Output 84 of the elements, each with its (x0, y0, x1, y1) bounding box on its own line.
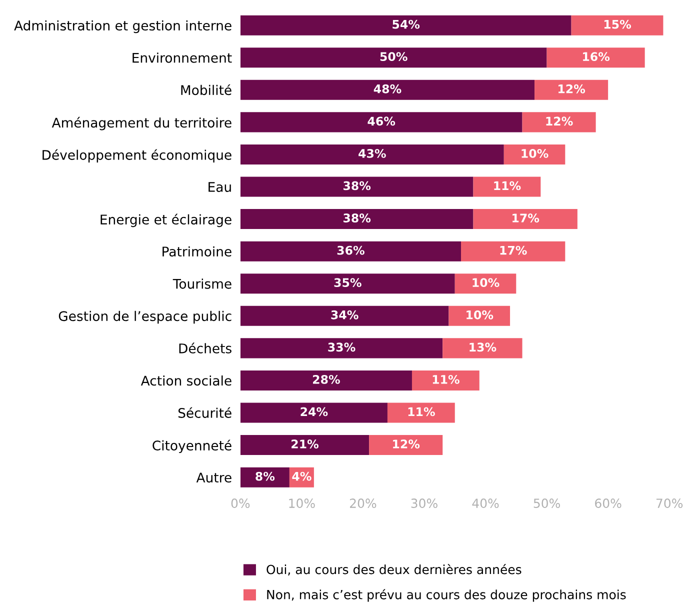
bar (240, 370, 412, 390)
bar (240, 435, 370, 456)
y-tick-label: Citoyenneté (152, 440, 232, 454)
data-label: 38% (344, 214, 371, 222)
data-label: 11% (408, 407, 435, 416)
data-label: 21% (292, 440, 319, 448)
bar (240, 144, 504, 164)
y-tick-label: Sécurité (178, 407, 232, 418)
data-label: 15% (604, 20, 632, 29)
y-tick-label: Action sociale (140, 375, 232, 386)
y-tick-label: Mobilité (181, 84, 232, 96)
bar (240, 241, 462, 262)
x-tick-label: 10% (289, 498, 315, 508)
y-tick-label: Tourisme (172, 278, 232, 289)
x-tick-label: 40% (472, 498, 499, 508)
y-tick-label: Déchets (179, 342, 232, 354)
data-label: 43% (358, 148, 386, 158)
data-label: 10% (522, 148, 548, 158)
bar (387, 402, 455, 423)
bar (240, 338, 443, 358)
data-label: 38% (344, 181, 371, 190)
data-label: 50% (380, 52, 408, 62)
bar (442, 338, 522, 358)
bar (473, 176, 541, 197)
bar (534, 80, 608, 100)
x-tick-label: 50% (534, 498, 560, 508)
bar (240, 467, 290, 488)
y-tick-label: Energie et éclairage (100, 214, 232, 228)
data-label: 48% (374, 84, 402, 94)
data-label: 12% (558, 84, 586, 94)
data-label: 11% (432, 374, 460, 384)
data-label: 13% (470, 342, 496, 352)
y-tick-label: Eau (208, 182, 231, 192)
data-label: 35% (334, 278, 362, 288)
x-tick-label: 60% (595, 498, 622, 508)
data-label: 33% (328, 342, 356, 352)
bar (240, 209, 474, 230)
bar (448, 306, 510, 326)
x-tick-label: 0% (231, 498, 250, 508)
y-tick-label: Gestion de l’espace public (58, 310, 232, 324)
y-tick-label: Aménagement du territoire (52, 116, 232, 130)
y-tick-label: Autre (196, 472, 232, 483)
bar (454, 274, 516, 294)
x-tick-label: 20% (350, 498, 376, 508)
bar (504, 144, 566, 164)
data-label: 36% (337, 246, 364, 255)
y-tick-label: Développement économique (42, 149, 232, 162)
bar (240, 274, 455, 294)
bar (522, 112, 596, 132)
x-tick-label: 30% (411, 498, 438, 508)
bar (240, 48, 547, 68)
data-label: 4% (292, 472, 312, 481)
x-tick-label: 70% (656, 498, 683, 508)
bar (461, 241, 566, 262)
data-label: 28% (313, 374, 340, 384)
bar (240, 176, 474, 197)
data-label: 17% (512, 214, 540, 222)
bar (473, 209, 578, 230)
y-tick-label: Patrimoine (162, 246, 232, 257)
bar (412, 370, 480, 390)
bar (240, 306, 449, 326)
bar (240, 402, 388, 423)
data-label: 17% (500, 246, 527, 255)
data-label: 8% (256, 472, 275, 481)
data-label: 54% (392, 20, 420, 29)
y-tick-label: Environnement (132, 52, 232, 63)
data-label: 24% (300, 407, 328, 416)
data-label: 34% (331, 310, 358, 320)
bar (240, 80, 535, 100)
data-label: 12% (393, 440, 420, 448)
bar (546, 48, 645, 68)
bar (240, 15, 572, 36)
bar (369, 435, 443, 456)
bar (571, 15, 664, 36)
data-label: 46% (368, 116, 396, 126)
legend-label: Non, mais c’est prévu au cours des douze prochains mois (267, 589, 626, 602)
bar (240, 112, 522, 132)
y-tick-label: Administration et gestion interne (14, 20, 232, 34)
data-label: 11% (494, 181, 521, 190)
data-label: 12% (546, 116, 573, 126)
data-label: 16% (583, 52, 610, 62)
data-label: 10% (466, 310, 494, 320)
legend-label: Oui, au cours des deux dernières années (266, 564, 522, 576)
data-label: 10% (472, 278, 500, 288)
